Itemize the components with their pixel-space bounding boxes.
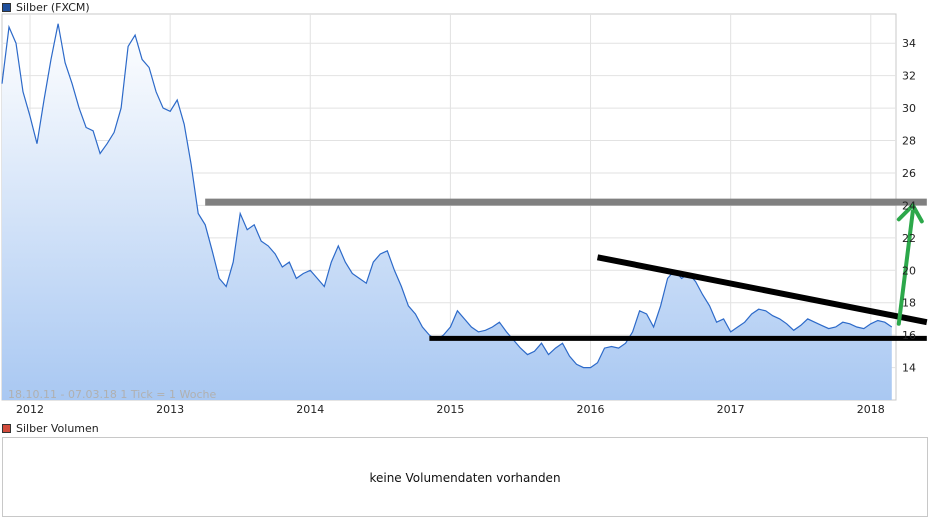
y-tick-label: 24 bbox=[902, 199, 916, 212]
series-silber bbox=[1, 23, 893, 400]
price-legend: Silber (FXCM) bbox=[2, 0, 90, 14]
y-tick-label: 20 bbox=[902, 264, 916, 277]
x-tick-label: 2017 bbox=[717, 403, 745, 416]
y-tick-label: 18 bbox=[902, 297, 916, 310]
arrow-shaft bbox=[896, 209, 915, 326]
series-area bbox=[2, 23, 892, 400]
x-tick-label: 2018 bbox=[857, 403, 885, 416]
volume-empty-message: keine Volumendaten vorhanden bbox=[369, 471, 561, 485]
y-tick-label: 28 bbox=[902, 135, 916, 148]
x-tick-label: 2016 bbox=[577, 403, 605, 416]
volume-legend: Silber Volumen bbox=[2, 421, 99, 435]
price-chart: 14 16 18 20 22 24 26 28 30 32 34 2012 2013 2014 2015 20… bbox=[1, 13, 928, 416]
y-tick-label: 22 bbox=[902, 232, 916, 245]
annotations bbox=[205, 198, 928, 341]
y-tick-label: 16 bbox=[902, 329, 916, 342]
trend-line bbox=[596, 254, 928, 326]
price-legend-label: Silber (FXCM) bbox=[16, 0, 90, 14]
volume-panel: keine Volumendaten vorhanden bbox=[2, 437, 928, 517]
y-tick-label: 26 bbox=[902, 167, 916, 180]
axis-ticks: 14 16 18 20 22 24 26 28 30 32 34 2012 2013 2014 2015 20… bbox=[16, 37, 916, 416]
volume-legend-swatch bbox=[2, 423, 11, 433]
y-tick-label: 14 bbox=[902, 362, 916, 375]
arrow-head bbox=[896, 203, 924, 224]
x-tick-label: 2014 bbox=[296, 403, 324, 416]
range-info: 18.10.11 - 07.03.18 1 Tick = 1 Woche bbox=[8, 388, 216, 401]
x-tick-label: 2015 bbox=[436, 403, 464, 416]
series-line bbox=[1, 23, 893, 369]
price-legend-swatch bbox=[2, 2, 11, 12]
y-tick-label: 32 bbox=[902, 70, 916, 83]
volume-legend-label: Silber Volumen bbox=[16, 421, 99, 435]
x-tick-label: 2012 bbox=[16, 403, 44, 416]
x-tick-label: 2013 bbox=[156, 403, 184, 416]
y-tick-label: 34 bbox=[902, 37, 916, 50]
y-tick-label: 30 bbox=[902, 102, 916, 115]
